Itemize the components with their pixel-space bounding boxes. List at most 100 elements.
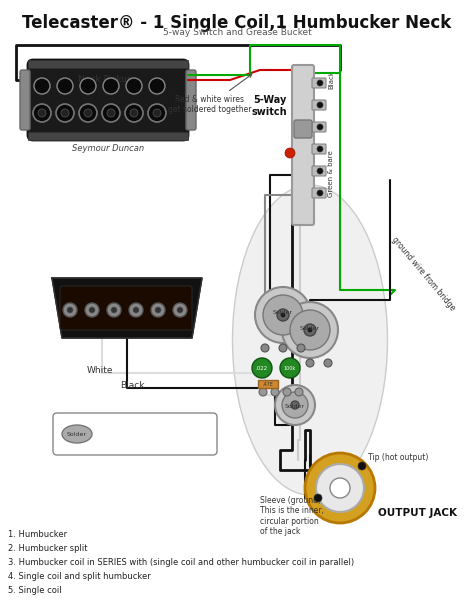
Circle shape: [85, 303, 99, 317]
Circle shape: [358, 462, 366, 470]
Circle shape: [63, 303, 77, 317]
Circle shape: [305, 453, 375, 523]
Circle shape: [38, 109, 46, 117]
Circle shape: [173, 303, 187, 317]
Text: Solder: Solder: [273, 310, 293, 316]
Circle shape: [107, 109, 115, 117]
Circle shape: [308, 328, 312, 332]
Circle shape: [151, 303, 165, 317]
Circle shape: [148, 104, 166, 122]
Text: Solder: Solder: [300, 326, 320, 330]
Circle shape: [297, 344, 305, 352]
Circle shape: [317, 190, 323, 196]
Ellipse shape: [62, 425, 92, 443]
Circle shape: [67, 307, 73, 313]
Text: .022: .022: [256, 365, 268, 370]
Circle shape: [107, 303, 121, 317]
Circle shape: [102, 104, 120, 122]
Circle shape: [324, 359, 332, 367]
Circle shape: [280, 358, 300, 378]
Circle shape: [282, 392, 308, 418]
Bar: [28, 60, 188, 68]
Circle shape: [84, 109, 92, 117]
Circle shape: [61, 109, 69, 117]
Circle shape: [177, 307, 183, 313]
Circle shape: [317, 102, 323, 108]
FancyBboxPatch shape: [312, 100, 326, 110]
Circle shape: [34, 78, 50, 94]
Circle shape: [252, 358, 272, 378]
Circle shape: [271, 388, 279, 396]
FancyBboxPatch shape: [312, 144, 326, 154]
Text: .47E: .47E: [263, 381, 273, 387]
Bar: [28, 132, 188, 140]
Text: 5-way Switch and Grease Bucket: 5-way Switch and Grease Bucket: [163, 28, 311, 37]
Circle shape: [111, 307, 117, 313]
FancyBboxPatch shape: [312, 122, 326, 132]
FancyBboxPatch shape: [294, 120, 312, 138]
Text: White: White: [87, 366, 113, 375]
Text: Tip (hot output): Tip (hot output): [368, 453, 428, 463]
Circle shape: [133, 307, 139, 313]
Circle shape: [153, 109, 161, 117]
Text: 2. Humbucker split: 2. Humbucker split: [8, 544, 88, 553]
Circle shape: [263, 295, 303, 335]
Bar: [258, 380, 278, 388]
FancyBboxPatch shape: [312, 188, 326, 198]
Circle shape: [304, 324, 316, 336]
FancyBboxPatch shape: [312, 166, 326, 176]
Text: = location for ground: = location for ground: [95, 425, 192, 434]
Circle shape: [317, 124, 323, 130]
Circle shape: [283, 388, 291, 396]
Text: Sleeve (ground).
This is the inner,
circular portion
of the jack: Sleeve (ground). This is the inner, circ…: [260, 496, 324, 536]
Text: OUTPUT JACK: OUTPUT JACK: [378, 508, 457, 518]
Text: 1. Humbucker: 1. Humbucker: [8, 530, 67, 539]
Circle shape: [56, 104, 74, 122]
Circle shape: [317, 146, 323, 152]
FancyBboxPatch shape: [312, 78, 326, 88]
Circle shape: [330, 478, 350, 498]
Text: Red & white wires
get soldered together: Red & white wires get soldered together: [168, 75, 252, 114]
Text: 100k: 100k: [284, 365, 296, 370]
Text: Solder: Solder: [67, 431, 87, 436]
Circle shape: [281, 313, 285, 317]
Circle shape: [277, 309, 289, 321]
Circle shape: [149, 78, 165, 94]
Ellipse shape: [233, 185, 388, 495]
Circle shape: [33, 104, 51, 122]
Circle shape: [285, 148, 295, 158]
Circle shape: [295, 388, 303, 396]
Text: 5. Single coil: 5. Single coil: [8, 586, 62, 595]
Text: Black: Black: [120, 381, 144, 390]
Text: Seymour Duncan: Seymour Duncan: [72, 144, 144, 153]
Text: 5-Way
switch: 5-Way switch: [251, 95, 287, 117]
Circle shape: [291, 401, 299, 409]
FancyBboxPatch shape: [186, 70, 196, 130]
Circle shape: [259, 388, 267, 396]
Text: 3. Humbucker coil in SERIES with (single coil and other humbucker coil in parall: 3. Humbucker coil in SERIES with (single…: [8, 558, 354, 567]
Text: Black: Black: [328, 70, 334, 89]
Circle shape: [314, 494, 322, 502]
Circle shape: [275, 385, 315, 425]
Circle shape: [255, 287, 311, 343]
Text: Solder: Solder: [285, 405, 305, 409]
Circle shape: [261, 344, 269, 352]
FancyBboxPatch shape: [28, 60, 188, 140]
FancyBboxPatch shape: [53, 413, 217, 455]
Circle shape: [155, 307, 161, 313]
Circle shape: [80, 78, 96, 94]
Text: (earth) connections.: (earth) connections.: [95, 437, 187, 446]
Circle shape: [57, 78, 73, 94]
Circle shape: [125, 104, 143, 122]
FancyBboxPatch shape: [20, 70, 30, 130]
Circle shape: [317, 80, 323, 86]
Circle shape: [103, 78, 119, 94]
Circle shape: [288, 359, 296, 367]
Text: Neck Pickup: Neck Pickup: [78, 75, 133, 84]
Circle shape: [306, 359, 314, 367]
Circle shape: [290, 310, 330, 350]
FancyBboxPatch shape: [60, 286, 192, 330]
Polygon shape: [52, 278, 202, 338]
Circle shape: [282, 302, 338, 358]
Text: Telecaster® - 1 Single Coil,1 Humbucker Neck: Telecaster® - 1 Single Coil,1 Humbucker …: [22, 14, 452, 32]
